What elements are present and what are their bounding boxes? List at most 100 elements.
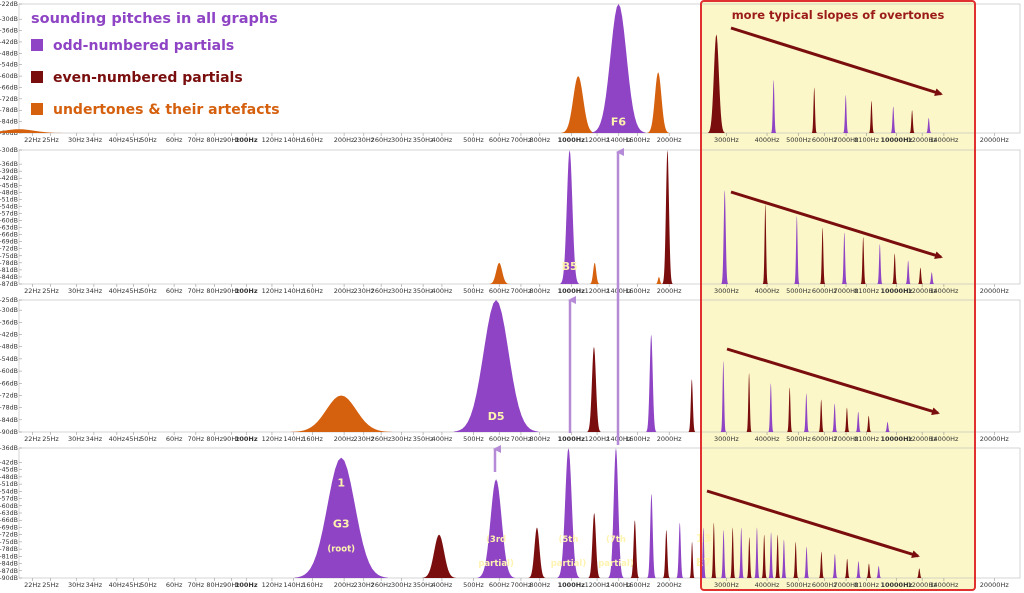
x-tick-label: 25Hz <box>42 136 59 144</box>
x-tick-label: 400Hz <box>432 581 453 589</box>
x-tick-label: 8100Hz <box>854 581 879 589</box>
x-tick-label: 3000Hz <box>714 435 739 443</box>
x-tick-label: 300Hz <box>391 136 412 144</box>
y-tick-label: -78dB <box>0 260 18 267</box>
highlight-label: more typical slopes of overtones <box>732 8 945 22</box>
legend-item: even-numbered partials <box>53 70 243 86</box>
peak-odd <box>855 411 861 432</box>
peak-odd <box>721 189 729 284</box>
peak-odd <box>453 300 539 432</box>
peak-even <box>707 34 725 133</box>
y-tick-label: -72dB <box>0 96 18 103</box>
slope-arrow <box>726 347 940 416</box>
x-tick-label: 20000Hz <box>980 287 1010 295</box>
x-tick-label: 30Hz <box>68 287 85 295</box>
x-tick-label: 1600Hz <box>625 581 650 589</box>
x-tick-label: 34Hz <box>86 287 103 295</box>
legend-swatch <box>31 103 43 115</box>
peak-even <box>916 568 922 578</box>
x-tick-label: 800Hz <box>529 435 550 443</box>
x-tick-label: 1400Hz <box>606 581 631 589</box>
x-tick-label: 100Hz <box>235 136 258 144</box>
peak-even <box>917 267 923 284</box>
peak-odd <box>647 493 656 578</box>
x-tick-label: 600Hz <box>489 581 510 589</box>
peak-even <box>422 534 456 578</box>
peak-odd <box>905 260 911 284</box>
peak-odd <box>781 539 787 578</box>
x-tick-label: 300Hz <box>391 581 412 589</box>
y-tick-label: -90dB <box>0 575 18 582</box>
x-tick-label: 40Hz <box>109 136 126 144</box>
x-tick-label: 140Hz <box>283 136 304 144</box>
x-tick-label: 160Hz <box>302 581 323 589</box>
y-tick-label: -54dB <box>0 488 18 495</box>
x-tick-label: 40Hz <box>109 435 126 443</box>
x-tick-label: 160Hz <box>302 136 323 144</box>
y-tick-label: -30dB <box>0 147 18 154</box>
x-tick-label: 1000Hz <box>558 581 586 589</box>
x-tick-label: 70Hz <box>188 136 205 144</box>
highlight-region <box>701 1 975 590</box>
peak-even <box>844 407 850 432</box>
peak-even <box>892 253 898 284</box>
x-tick-label: 8100Hz <box>854 435 879 443</box>
peak-even <box>793 541 799 578</box>
peak-odd <box>885 421 891 432</box>
peak-odd <box>929 272 935 284</box>
x-tick-label: 140Hz <box>283 581 304 589</box>
y-tick-label: -72dB <box>0 532 18 539</box>
peak-label: F6 <box>611 115 627 128</box>
x-tick-label: 4000Hz <box>755 581 780 589</box>
x-tick-label: 80Hz <box>206 435 223 443</box>
x-tick-label: 140Hz <box>283 287 304 295</box>
peak-odd <box>768 383 774 432</box>
x-tick-label: 140Hz <box>283 435 304 443</box>
x-tick-label: 1200Hz <box>585 136 610 144</box>
y-tick-label: -66dB <box>0 517 18 524</box>
peak-label: E7 <box>696 556 711 569</box>
x-tick-label: 6000Hz <box>812 581 837 589</box>
peak-odd <box>843 95 849 133</box>
peak-odd <box>832 553 838 578</box>
slope-arrow <box>730 26 943 97</box>
y-tick-label: -81dB <box>0 553 18 560</box>
x-tick-label: 2000Hz <box>657 136 682 144</box>
x-tick-label: 160Hz <box>302 287 323 295</box>
peak-label: (5th <box>558 535 578 545</box>
peak-under <box>489 262 510 284</box>
x-tick-label: 350Hz <box>413 581 434 589</box>
peak-even <box>730 527 736 578</box>
x-tick-label: 1600Hz <box>625 287 650 295</box>
x-tick-label: 5000Hz <box>786 287 811 295</box>
peak-odd <box>700 527 706 578</box>
peak-under <box>655 276 663 284</box>
x-tick-label: 8100Hz <box>854 287 879 295</box>
x-tick-label: 80Hz <box>206 581 223 589</box>
y-tick-label: -75dB <box>0 539 18 546</box>
y-tick-label: -78dB <box>0 107 18 114</box>
peak-label: partial) <box>551 559 587 569</box>
x-tick-label: 22Hz <box>24 435 41 443</box>
peak-odd <box>754 527 760 578</box>
peak-even <box>787 387 793 432</box>
panel-1: -22dB -30dB -36dB -42dB -48dB -54dB -60dB -66dB… <box>0 1 1021 144</box>
peak-odd <box>855 561 861 578</box>
legend-item: undertones & their artefacts <box>53 102 280 118</box>
x-tick-label: 400Hz <box>432 435 453 443</box>
x-tick-label: 600Hz <box>489 287 510 295</box>
x-tick-label: 120Hz <box>262 287 283 295</box>
peak-odd <box>877 244 883 284</box>
y-tick-label: -69dB <box>0 239 18 246</box>
y-tick-label: -25dB <box>0 297 18 304</box>
x-tick-label: 500Hz <box>463 287 484 295</box>
x-tick-label: 90Hz <box>223 136 240 144</box>
peak-odd <box>804 546 810 578</box>
peak-under <box>0 129 70 133</box>
peak-odd <box>768 532 774 578</box>
y-tick-label: -60dB <box>0 73 18 80</box>
peak-even <box>866 415 872 432</box>
x-tick-label: 30Hz <box>68 581 85 589</box>
x-tick-label: 60Hz <box>166 435 183 443</box>
x-tick-label: 120Hz <box>262 581 283 589</box>
